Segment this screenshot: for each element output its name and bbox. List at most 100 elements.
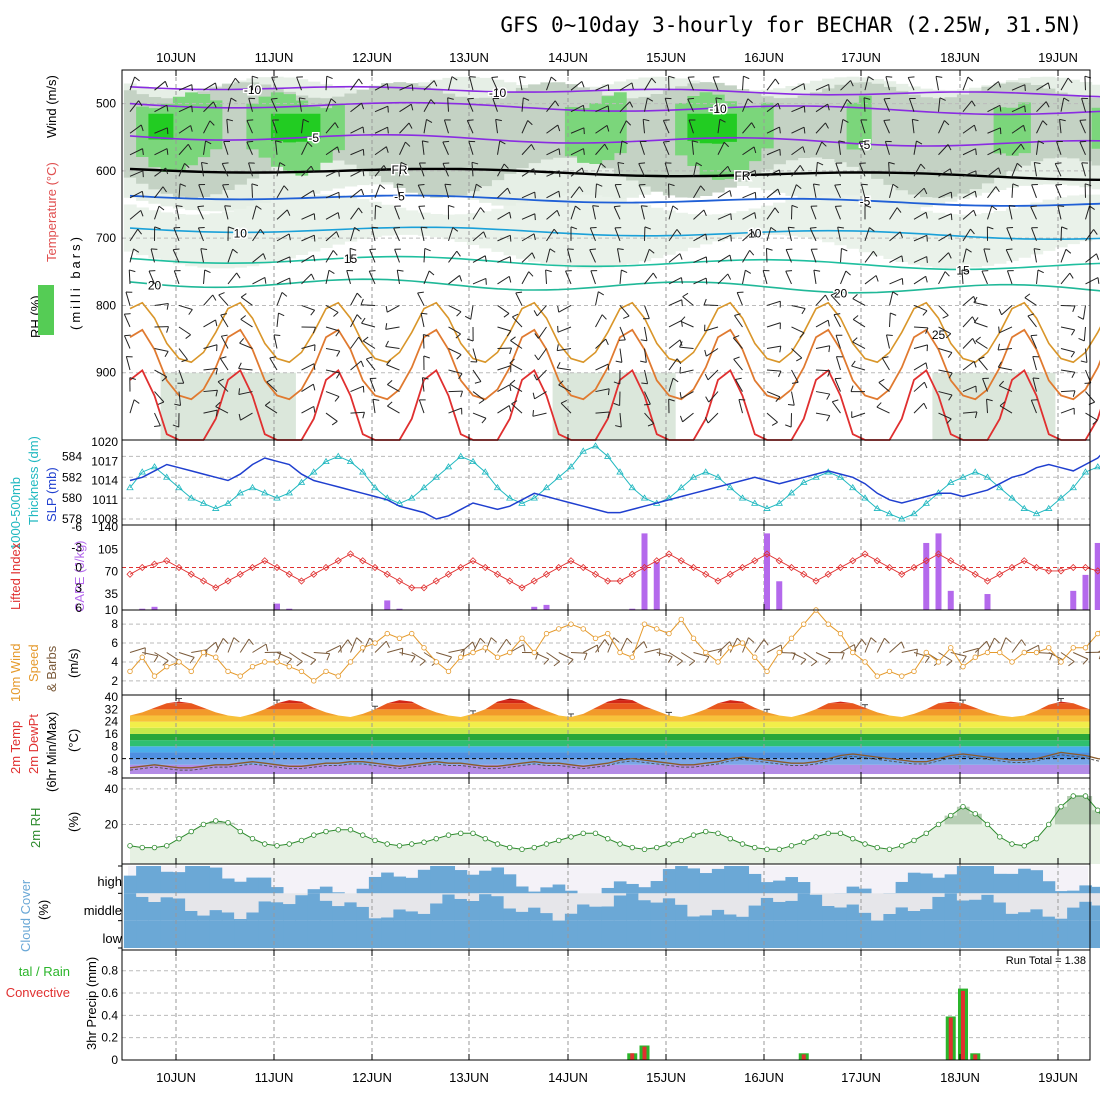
cape-bar [1082, 574, 1089, 610]
data-point [409, 630, 415, 637]
cloud-cell [368, 920, 382, 948]
cloud-gap [920, 893, 933, 910]
wind-barb [707, 369, 719, 381]
wind-barb-feather [852, 315, 859, 320]
wind-barb [961, 269, 964, 284]
date-label: 14JUN [548, 1070, 588, 1085]
wind-barb [1032, 377, 1037, 392]
wind-barb-feather [185, 334, 191, 339]
wind-barb-feather [948, 394, 953, 401]
wind-barb [595, 84, 609, 91]
wind-barb [810, 249, 817, 263]
cloud-cell [430, 866, 443, 894]
cloud-cell [307, 893, 321, 921]
cloud-gap [687, 893, 701, 917]
wind-barb [1084, 76, 1086, 91]
cloud-cell [491, 896, 505, 921]
cloud-cell [160, 920, 174, 948]
data-point [396, 635, 403, 642]
cloud-cell [773, 920, 786, 948]
wind-barb [442, 141, 449, 155]
wind-barb [396, 270, 400, 285]
wind-barb [178, 326, 191, 336]
wind-barb-feather [899, 231, 903, 238]
cloud-cell [319, 920, 333, 948]
wind-barb [766, 78, 776, 91]
data-point [421, 645, 427, 651]
wind-barb [742, 212, 755, 220]
wind-barb-feather [1027, 313, 1034, 317]
slp-tick-label: 1017 [91, 454, 118, 468]
cloud-cell [160, 871, 174, 894]
precip-tick-label: 0.2 [101, 1031, 118, 1045]
wind-barb [619, 101, 631, 113]
data-point [960, 803, 966, 810]
lifted-index-marker [775, 557, 783, 565]
cloud-gap [283, 893, 296, 905]
wind-barb [987, 81, 999, 91]
wind-barb-feather [239, 338, 245, 344]
wind-barb [472, 391, 485, 401]
thickness-marker [604, 452, 612, 459]
cloud-cell [221, 920, 235, 948]
wind-barb-feather [779, 346, 782, 353]
cloud-cell [209, 910, 223, 921]
wind-barb-feather [973, 317, 979, 323]
wind-barb [1056, 141, 1062, 155]
data-point [727, 645, 733, 651]
cloud-cell [895, 920, 909, 948]
wind-barb-feather [189, 657, 195, 664]
wind-barb-feather [509, 235, 512, 242]
wind-barb [1081, 162, 1086, 177]
thickness-marker [689, 473, 698, 480]
cape-bar [776, 581, 783, 610]
wind-barb-feather [333, 311, 339, 317]
wind-barb-feather [827, 320, 830, 327]
wind-barb-feather [802, 146, 806, 153]
wind-barb [1060, 652, 1075, 662]
wind-barb-feather [246, 119, 254, 121]
wind-barb [371, 227, 376, 241]
cloud-gap [773, 893, 786, 902]
wind-barb [907, 77, 915, 91]
cloud-cell [858, 920, 872, 948]
cloud-gap [822, 893, 835, 907]
cloud-gap [760, 893, 774, 898]
wind-barb [203, 294, 214, 306]
wind-barb-feather [998, 308, 1003, 315]
wind-barb-feather [967, 76, 974, 82]
wind-barb [999, 405, 1013, 414]
wind-barb [448, 369, 463, 375]
wind-barb [224, 205, 229, 220]
data-point [286, 663, 292, 670]
cloud-cell [907, 920, 921, 948]
wind-barb [418, 162, 425, 177]
cloud-gap [601, 893, 615, 907]
cloud-cell [577, 904, 590, 921]
wind-barb [973, 302, 988, 306]
data-point [274, 659, 280, 665]
wind-barb-feather [549, 248, 556, 253]
lifted-index-marker [898, 570, 906, 578]
thickness-marker [481, 468, 489, 475]
cloud-cell [185, 910, 198, 921]
wind-barb-feather [385, 323, 388, 330]
isotherm-line [129, 278, 1100, 294]
wind-barb [766, 169, 780, 177]
wind-barb-feather [278, 312, 285, 317]
wind-barb [1005, 249, 1013, 263]
wind-barb-feather [978, 356, 985, 360]
cloud-cell [760, 920, 774, 948]
data-point [470, 649, 476, 656]
cloud-cell [809, 920, 823, 948]
cloud-cell [1067, 890, 1080, 894]
precip-axis-label: 3hr Precip (mm) [84, 957, 99, 1050]
wind-barb [791, 369, 799, 383]
data-point [311, 678, 317, 684]
lifted-index-marker [493, 570, 502, 578]
wind-barb-feather [863, 97, 871, 100]
cloud-cell [405, 911, 419, 921]
cloud-cell [466, 900, 480, 921]
data-point [764, 668, 770, 675]
